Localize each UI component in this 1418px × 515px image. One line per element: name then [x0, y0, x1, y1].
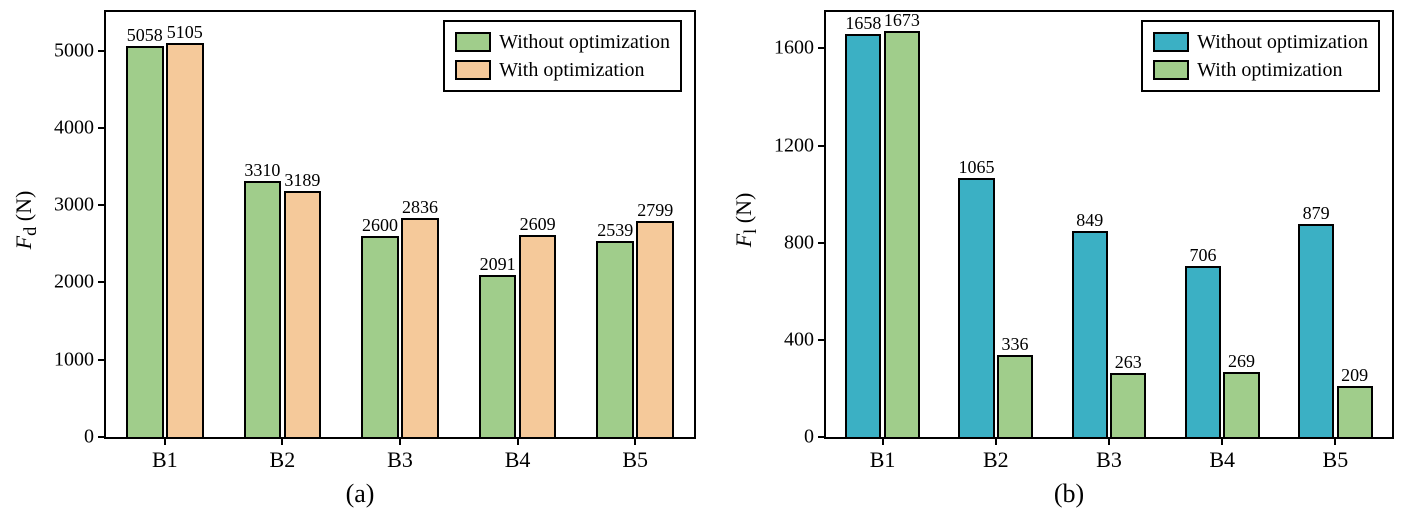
legend-swatch [1153, 32, 1189, 52]
bar-value-label: 1065 [959, 157, 995, 180]
bar: 5058 [126, 46, 164, 437]
bar: 2799 [636, 221, 674, 437]
bar-value-label: 849 [1076, 210, 1103, 233]
bar: 336 [997, 355, 1033, 437]
panel-b-ylabel-sub: l [740, 228, 760, 233]
panel-a-caption: (a) [0, 439, 720, 515]
x-tick-label: B4 [505, 437, 531, 473]
bar: 1065 [958, 178, 994, 437]
bar: 2836 [401, 218, 439, 437]
legend-swatch [1153, 60, 1189, 80]
bar: 5105 [166, 43, 204, 437]
bar-value-label: 2600 [362, 215, 398, 238]
bar: 1673 [884, 31, 920, 437]
panel-a-plot-area: Without optimizationWith optimization 01… [104, 10, 696, 439]
bar: 263 [1110, 373, 1146, 437]
y-tick-label: 800 [784, 231, 826, 254]
bar-value-label: 3310 [244, 160, 280, 183]
y-tick-label: 0 [84, 426, 106, 449]
panel-a-ylabel-sub: d [20, 226, 40, 235]
panel-b-plot-col: Without optimizationWith optimization 04… [768, 0, 1418, 439]
panel-a-chart-row: Fd (N) Without optimizationWith optimiza… [0, 0, 720, 439]
panel-a-ylabel-symbol: F [11, 235, 36, 248]
panel-b: Fl (N) Without optimizationWith optimiza… [720, 0, 1418, 515]
panel-a-ylabel-unit: (N) [11, 190, 36, 226]
y-tick-label: 2000 [54, 271, 106, 294]
y-tick-label: 400 [784, 328, 826, 351]
bar-value-label: 2799 [637, 200, 673, 223]
bar: 2539 [596, 241, 634, 437]
panel-b-ylabel-wrap: Fl (N) [724, 0, 768, 439]
bar-value-label: 209 [1341, 365, 1368, 388]
bar-value-label: 2539 [597, 220, 633, 243]
bar: 209 [1337, 386, 1373, 437]
bar-value-label: 5105 [167, 22, 203, 45]
panel-b-ylabel-unit: (N) [731, 192, 756, 228]
x-tick-label: B3 [1096, 437, 1122, 473]
legend-label: With optimization [499, 56, 644, 84]
legend-row: With optimization [455, 56, 670, 84]
bar-value-label: 706 [1189, 245, 1216, 268]
x-tick-label: B5 [622, 437, 648, 473]
panel-b-legend: Without optimizationWith optimization [1141, 20, 1380, 92]
bar-value-label: 1673 [884, 10, 920, 33]
panel-b-chart-row: Fl (N) Without optimizationWith optimiza… [720, 0, 1418, 439]
x-tick-label: B2 [983, 437, 1009, 473]
panel-a-ylabel-wrap: Fd (N) [4, 0, 48, 439]
x-tick-label: B1 [152, 437, 178, 473]
bar-value-label: 3189 [284, 170, 320, 193]
panel-b-plot-area: Without optimizationWith optimization 04… [824, 10, 1394, 439]
legend-label: Without optimization [499, 28, 670, 56]
bar: 849 [1072, 231, 1108, 437]
panel-b-ylabel: Fl (N) [731, 192, 761, 247]
bar: 269 [1223, 372, 1259, 437]
y-tick-label: 5000 [54, 39, 106, 62]
bar-value-label: 263 [1115, 352, 1142, 375]
legend-swatch [455, 32, 491, 52]
panel-a: Fd (N) Without optimizationWith optimiza… [0, 0, 720, 515]
y-tick-label: 3000 [54, 194, 106, 217]
bar: 3189 [284, 191, 322, 437]
legend-label: Without optimization [1197, 28, 1368, 56]
y-tick-label: 4000 [54, 116, 106, 139]
bar-value-label: 1658 [845, 13, 881, 36]
legend-row: With optimization [1153, 56, 1368, 84]
bar-value-label: 2609 [520, 214, 556, 237]
x-tick-label: B2 [270, 437, 296, 473]
bar: 3310 [244, 181, 282, 437]
legend-row: Without optimization [1153, 28, 1368, 56]
y-tick-label: 0 [804, 426, 826, 449]
bar: 2600 [361, 236, 399, 437]
bar: 2091 [479, 275, 517, 437]
bar-value-label: 336 [1002, 334, 1029, 357]
bar: 1658 [845, 34, 881, 437]
y-tick-label: 1200 [774, 134, 826, 157]
figure: Fd (N) Without optimizationWith optimiza… [0, 0, 1418, 515]
x-tick-label: B1 [870, 437, 896, 473]
legend-label: With optimization [1197, 56, 1342, 84]
bar: 879 [1298, 224, 1334, 437]
bar-value-label: 5058 [127, 25, 163, 48]
panel-a-ylabel: Fd (N) [11, 190, 41, 249]
bar-value-label: 879 [1303, 203, 1330, 226]
bar-value-label: 2836 [402, 197, 438, 220]
x-tick-label: B5 [1323, 437, 1349, 473]
panel-b-ylabel-symbol: F [731, 233, 756, 246]
panel-a-legend: Without optimizationWith optimization [443, 20, 682, 92]
legend-row: Without optimization [455, 28, 670, 56]
bar: 2609 [519, 235, 557, 437]
x-tick-label: B3 [387, 437, 413, 473]
x-tick-label: B4 [1209, 437, 1235, 473]
y-tick-label: 1600 [774, 37, 826, 60]
bar: 706 [1185, 266, 1221, 437]
bar-value-label: 269 [1228, 351, 1255, 374]
bar-value-label: 2091 [480, 254, 516, 277]
panel-a-plot-col: Without optimizationWith optimization 01… [48, 0, 720, 439]
legend-swatch [455, 60, 491, 80]
y-tick-label: 1000 [54, 348, 106, 371]
panel-b-caption: (b) [720, 439, 1418, 515]
